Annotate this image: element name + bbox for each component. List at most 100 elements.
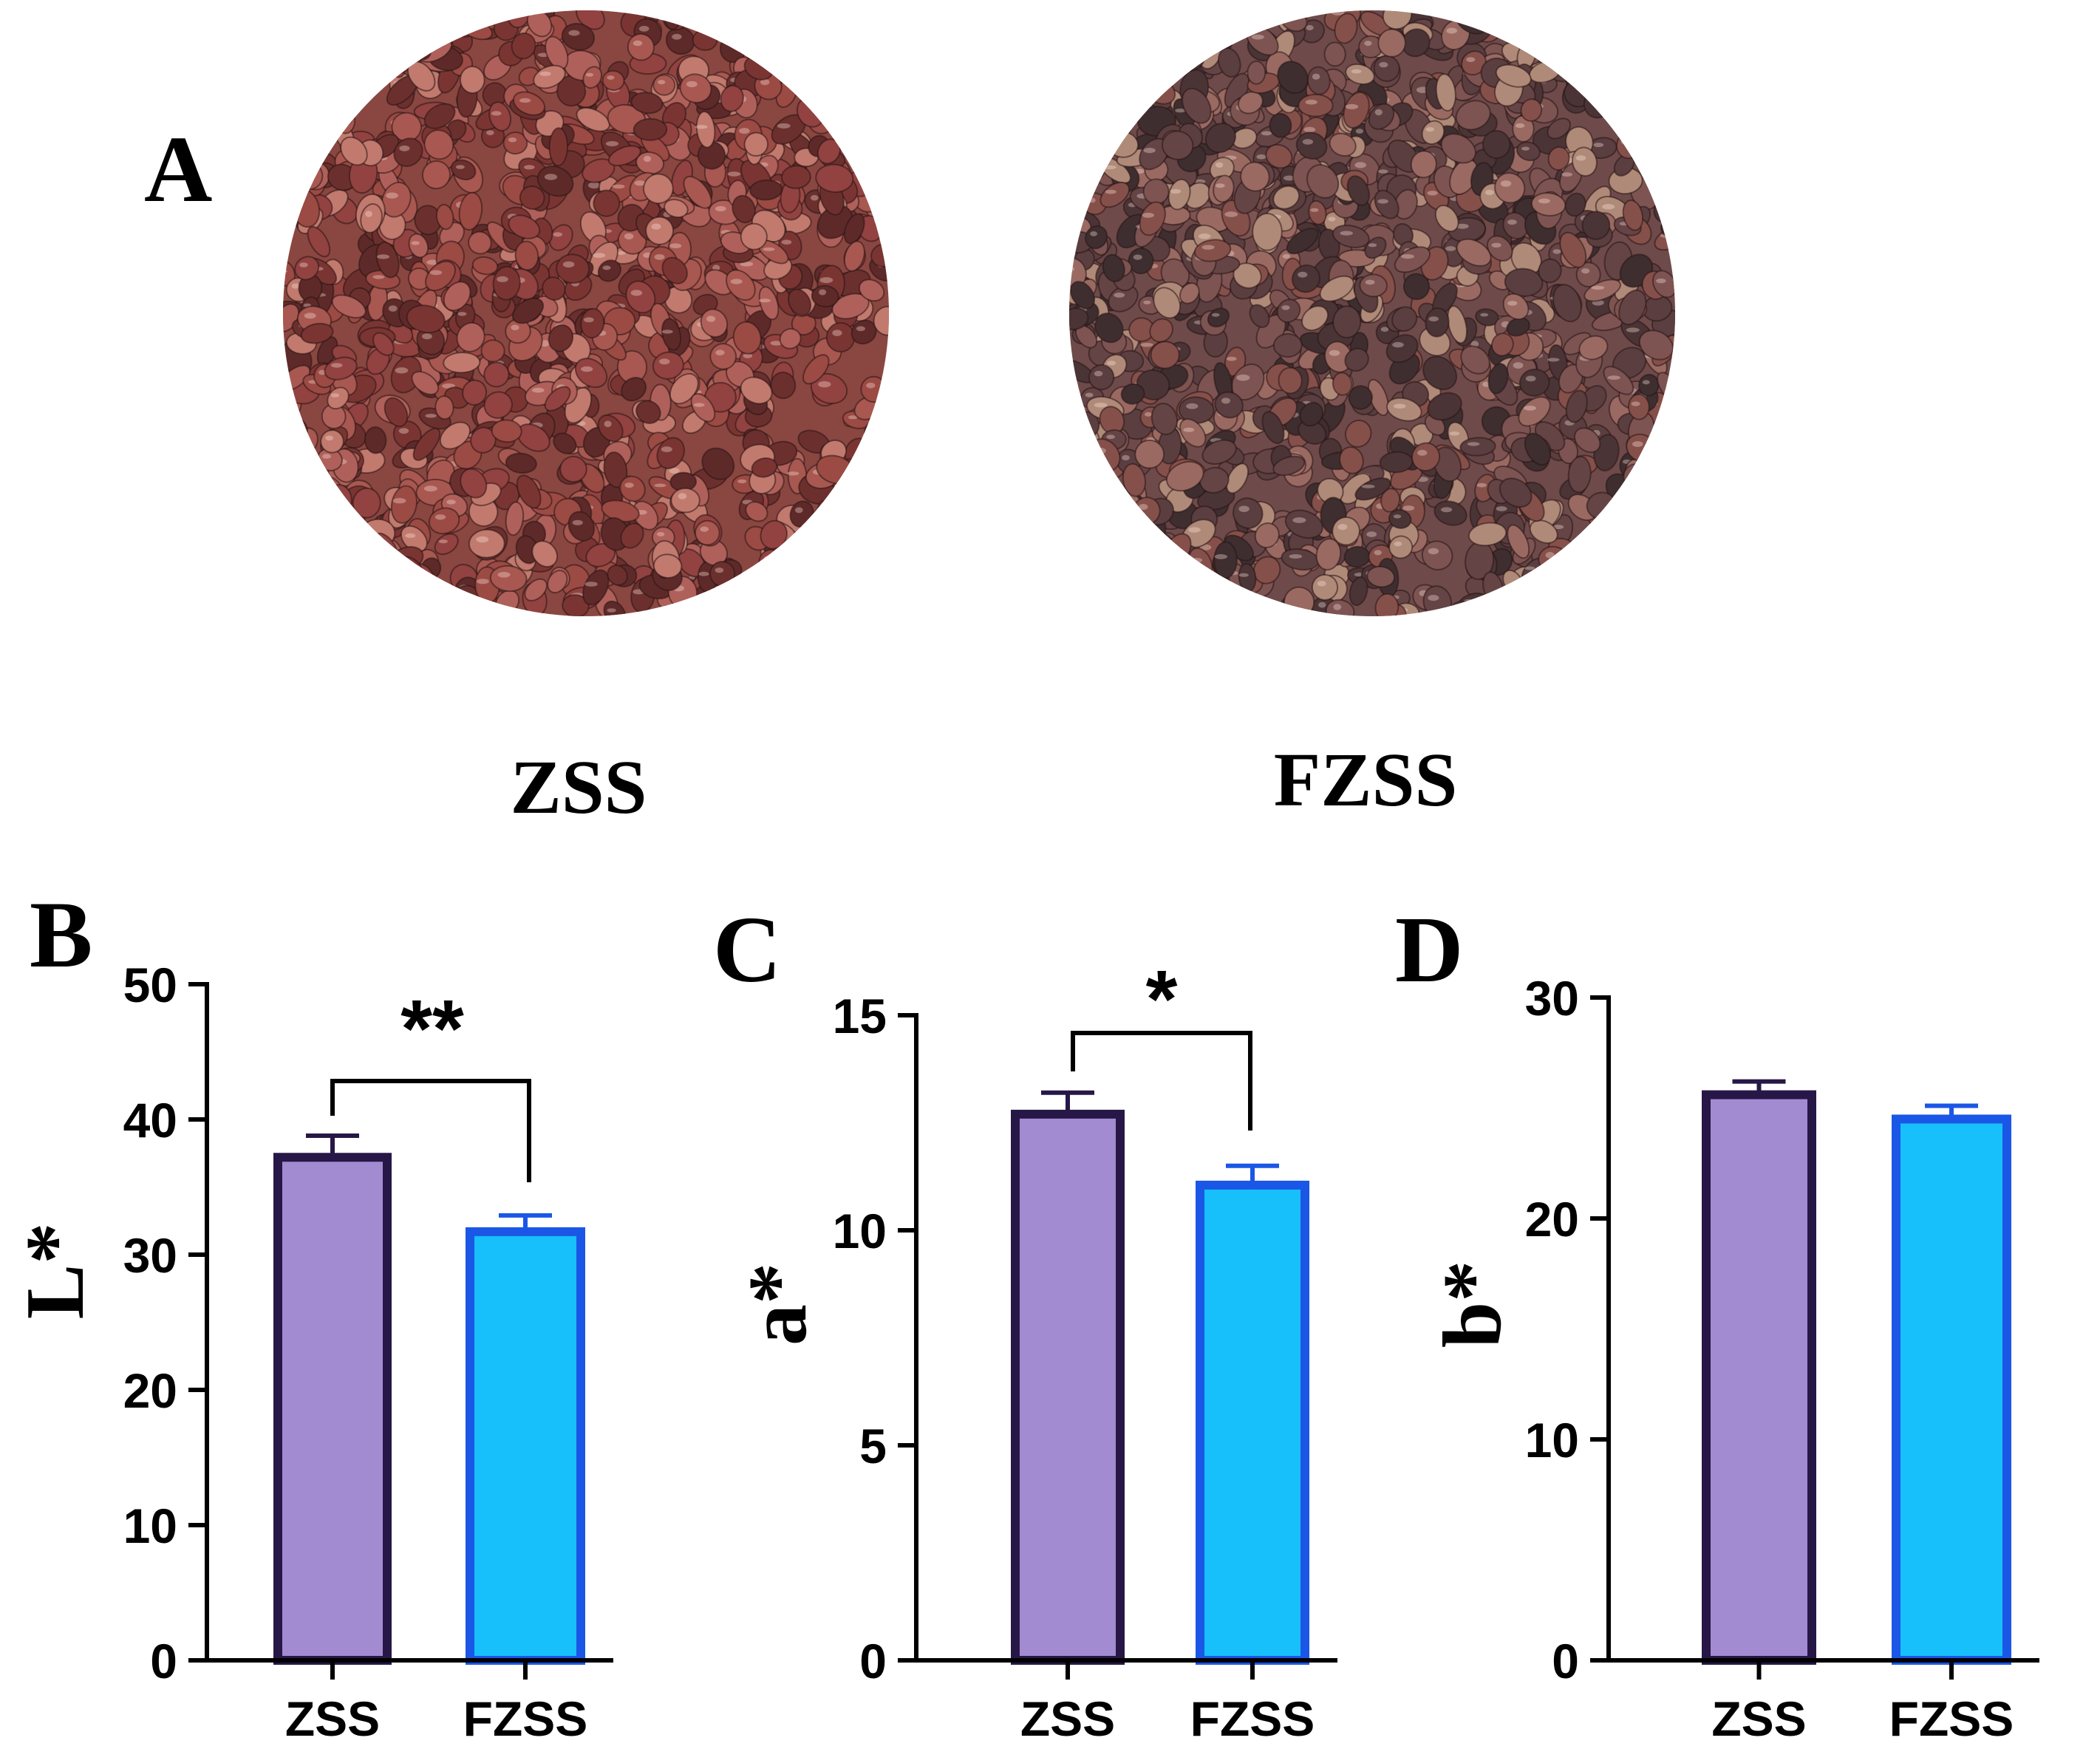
seed-zss [327,386,350,410]
seed-zss [712,10,743,34]
seed-fzss [1614,553,1637,587]
seed-zss [732,321,762,355]
seed-highlight [1069,420,1081,424]
seed-highlight [346,532,357,536]
seed-fzss [1218,47,1241,78]
seed-zss [868,499,889,523]
seed-highlight [658,80,666,85]
seed-zss [556,253,590,284]
y-tick-label: 20 [1525,1192,1579,1247]
seed-zss [574,358,608,389]
seed-zss [283,95,306,127]
seed-fzss [1345,63,1375,85]
seed-zss [342,597,369,616]
seed-highlight [607,608,616,613]
seed-fzss [1093,33,1125,57]
seed-zss [788,570,826,599]
seed-zss [858,279,885,302]
seed-zss [619,475,646,502]
seed-fzss [1265,143,1293,169]
seed-highlight [651,223,661,230]
seed-fzss [1136,39,1167,67]
seed-highlight [862,50,873,55]
seed-zss [351,47,373,71]
seed-fzss [1315,538,1342,571]
seed-zss [803,41,837,70]
seed-fzss [1277,61,1309,95]
seed-zss [789,539,820,565]
seed-zss [385,562,412,589]
seed-fzss [1554,593,1578,616]
seed-fzss [1069,456,1099,484]
seed-highlight [405,533,416,539]
seed-fzss [1440,133,1476,164]
seed-zss [860,98,887,123]
seed-highlight [1106,434,1115,440]
seed-zss [308,531,338,558]
seed-fzss [1568,587,1596,616]
seed-zss [780,584,810,614]
seed-highlight [781,239,792,245]
seed-fzss [1388,509,1412,529]
seed-zss [866,593,889,616]
seed-zss [559,455,587,483]
seed-highlight [318,60,328,65]
seed-highlight [1112,515,1121,522]
seed-fzss [1627,393,1650,420]
seed-zss [620,522,644,549]
seed-highlight [607,75,615,80]
bar-fzss [466,1227,585,1665]
seed-highlight [1088,197,1096,203]
seed-fzss [1254,522,1280,548]
seed-highlight [330,393,340,398]
chart-b-plot: 0 10 20 30 40 50 ZSS FZSS ** [123,958,613,1746]
seed-zss [548,127,569,167]
seed-zss [576,107,610,132]
seed-highlight [412,22,425,27]
seed-fzss [1199,466,1230,494]
seed-zss [290,543,313,570]
seed-zss [788,18,819,43]
seed-zss [297,47,327,75]
seed-fzss [1137,540,1169,574]
seed-highlight [1238,505,1250,512]
seed-zss [870,66,889,93]
seed-highlight [1377,199,1388,204]
seed-fzss [1640,550,1671,575]
seed-zss [868,64,889,89]
seed-fzss [1612,67,1638,92]
seed-zss [561,23,596,51]
seed-zss [856,462,879,488]
seed-zss [843,213,865,245]
seed-zss [855,525,876,546]
seed-zss [734,585,757,616]
seed-highlight [795,507,803,514]
seed-zss [770,371,797,400]
seed-highlight [1649,514,1663,520]
seed-highlight [1162,544,1175,549]
seed-highlight [1446,27,1457,34]
seed-fzss [1207,307,1230,328]
seed-fzss [1433,446,1462,483]
seed-fzss [1366,565,1396,588]
seed-fzss [1301,305,1329,331]
seed-highlight [1480,313,1489,317]
seed-zss [470,426,497,454]
x-tick-label-zss: ZSS [1711,1691,1806,1746]
seed-fzss [1402,273,1431,301]
seed-highlight [657,532,665,536]
seed-fzss [1536,10,1572,43]
seed-highlight [1630,532,1640,539]
seed-fzss [1530,10,1561,36]
seed-fzss [1088,364,1115,391]
seed-highlight [820,19,829,25]
seed-highlight [1170,188,1182,194]
seed-zss [290,16,324,50]
seed-fzss [1069,480,1097,508]
seed-zss [356,24,386,48]
seed-highlight [1652,68,1666,74]
seed-highlight [306,132,319,137]
seed-zss [840,48,873,79]
seed-highlight [730,279,743,284]
seed-zss [796,35,820,60]
